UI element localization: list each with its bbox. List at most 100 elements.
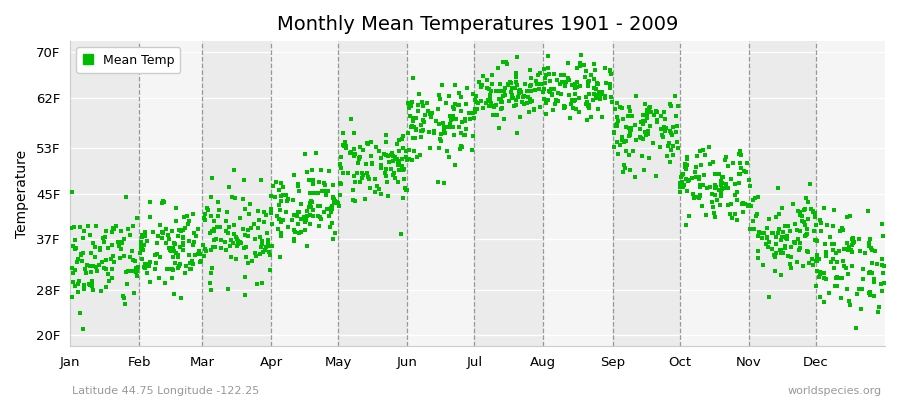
- Point: [338, 143, 353, 150]
- Point: [312, 179, 327, 185]
- Point: [182, 252, 196, 258]
- Point: [414, 128, 428, 134]
- Point: [370, 183, 384, 190]
- Point: [227, 231, 241, 238]
- Point: [826, 241, 841, 248]
- Point: [287, 226, 302, 233]
- Point: [638, 118, 652, 124]
- Point: [340, 170, 355, 176]
- Point: [804, 206, 818, 212]
- Point: [85, 283, 99, 289]
- Point: [707, 184, 722, 190]
- Point: [680, 188, 694, 194]
- Point: [497, 116, 511, 122]
- Point: [334, 181, 348, 188]
- Point: [171, 233, 185, 239]
- Point: [504, 80, 518, 86]
- Point: [671, 102, 686, 109]
- Point: [592, 96, 607, 102]
- Point: [862, 289, 877, 296]
- Point: [559, 79, 573, 86]
- Point: [220, 209, 234, 215]
- Point: [318, 188, 332, 194]
- Point: [238, 273, 252, 280]
- Point: [447, 106, 462, 112]
- Point: [590, 95, 604, 102]
- Point: [500, 80, 515, 87]
- Point: [733, 147, 747, 154]
- Point: [624, 127, 638, 133]
- Point: [407, 148, 421, 154]
- Point: [762, 216, 777, 223]
- Point: [680, 153, 694, 160]
- Point: [708, 171, 723, 177]
- Point: [620, 113, 634, 120]
- Point: [374, 164, 388, 171]
- Point: [562, 77, 576, 83]
- Point: [634, 152, 649, 159]
- Point: [482, 92, 497, 98]
- Point: [364, 185, 378, 191]
- Point: [306, 181, 320, 187]
- Point: [384, 152, 399, 158]
- Point: [825, 223, 840, 229]
- Point: [337, 142, 351, 149]
- Point: [533, 104, 547, 110]
- Point: [185, 260, 200, 267]
- Point: [400, 187, 414, 194]
- Point: [391, 158, 405, 164]
- Point: [168, 218, 183, 224]
- Point: [787, 239, 801, 246]
- Point: [402, 113, 417, 120]
- Point: [214, 237, 229, 244]
- Point: [454, 118, 469, 125]
- Point: [688, 168, 702, 175]
- Point: [263, 266, 277, 273]
- Point: [298, 227, 312, 234]
- Point: [79, 270, 94, 276]
- Point: [362, 176, 376, 182]
- Point: [482, 98, 497, 104]
- Point: [351, 160, 365, 166]
- Point: [89, 264, 104, 270]
- Point: [688, 164, 703, 170]
- Point: [689, 174, 704, 180]
- Point: [809, 283, 824, 289]
- Point: [662, 143, 676, 149]
- Point: [291, 209, 305, 216]
- Point: [395, 162, 410, 169]
- Point: [680, 177, 695, 184]
- Point: [723, 210, 737, 217]
- Point: [840, 214, 854, 220]
- Point: [425, 110, 439, 116]
- Point: [523, 99, 537, 105]
- Point: [124, 248, 139, 254]
- Point: [332, 202, 347, 209]
- Point: [104, 242, 119, 248]
- Point: [288, 228, 302, 235]
- Point: [422, 129, 436, 136]
- Point: [186, 230, 201, 236]
- Point: [83, 232, 97, 238]
- Point: [541, 64, 555, 71]
- Point: [313, 214, 328, 220]
- Point: [598, 93, 612, 99]
- Point: [392, 162, 406, 168]
- Point: [69, 245, 84, 251]
- Point: [771, 185, 786, 192]
- Point: [65, 265, 79, 271]
- Point: [783, 265, 797, 271]
- Point: [213, 245, 228, 251]
- Point: [629, 93, 643, 99]
- Point: [810, 258, 824, 264]
- Point: [400, 186, 414, 193]
- Point: [636, 118, 651, 124]
- Point: [779, 233, 794, 240]
- Point: [751, 233, 765, 239]
- Point: [111, 239, 125, 245]
- Point: [274, 219, 288, 225]
- Point: [392, 159, 406, 165]
- Point: [817, 205, 832, 211]
- Point: [75, 258, 89, 265]
- Point: [460, 85, 474, 91]
